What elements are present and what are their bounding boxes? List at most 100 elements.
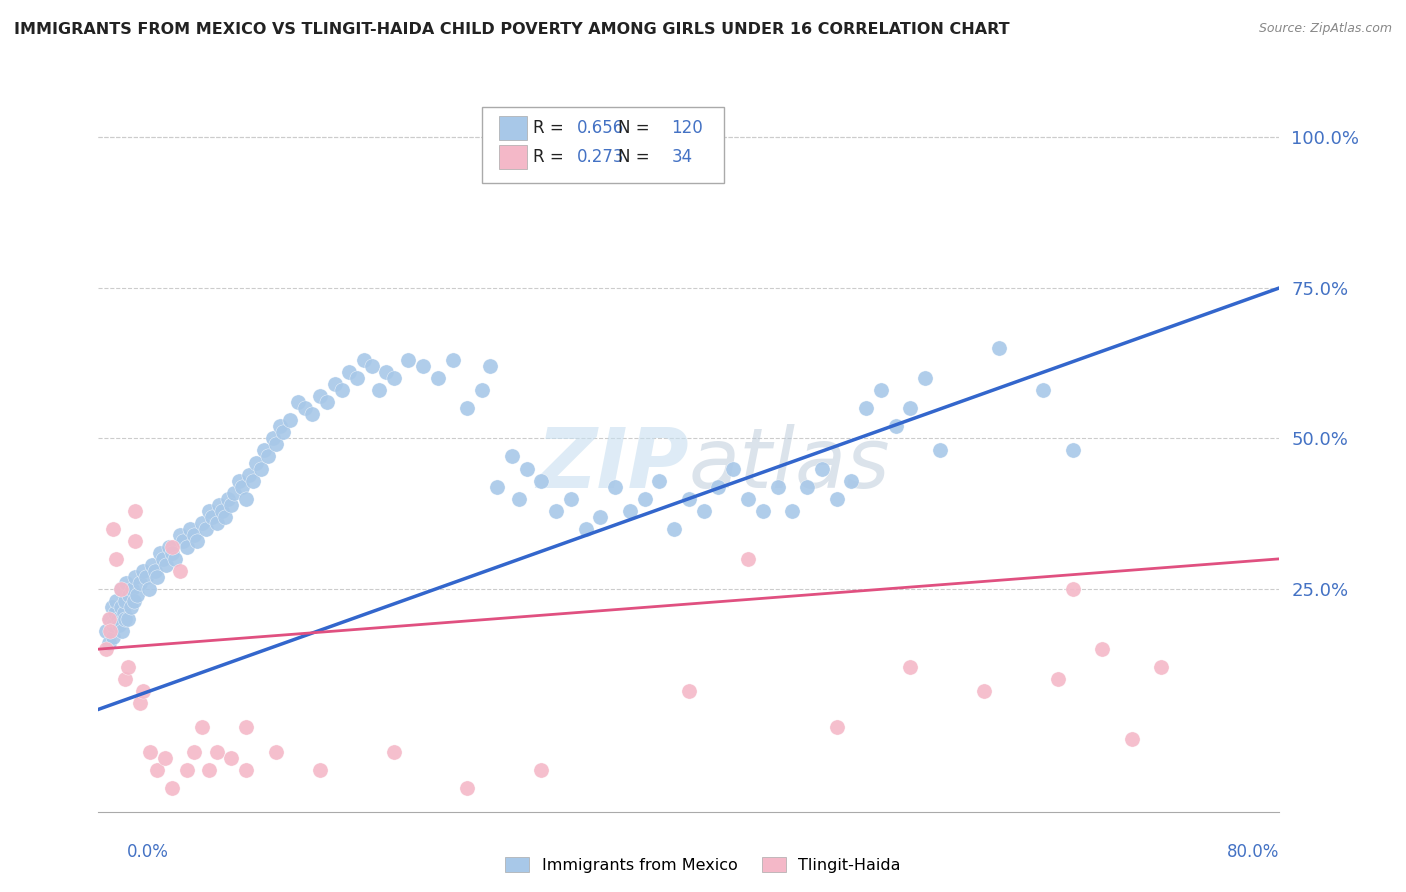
- Point: [309, 763, 332, 777]
- Point: [368, 384, 391, 398]
- Point: [97, 612, 120, 626]
- Point: [214, 509, 236, 524]
- Point: [183, 744, 205, 758]
- Point: [153, 750, 176, 764]
- Point: [231, 480, 253, 494]
- Point: [693, 503, 716, 517]
- Text: 34: 34: [671, 148, 692, 166]
- Point: [94, 642, 117, 657]
- Point: [111, 624, 134, 639]
- Point: [264, 744, 287, 758]
- Point: [132, 684, 155, 698]
- Point: [135, 570, 157, 584]
- Point: [796, 480, 818, 494]
- Point: [339, 365, 361, 379]
- Point: [900, 401, 922, 416]
- Point: [165, 551, 187, 566]
- Point: [825, 491, 848, 506]
- Point: [162, 780, 183, 795]
- Text: IMMIGRANTS FROM MEXICO VS TLINGIT-HAIDA CHILD POVERTY AMONG GIRLS UNDER 16 CORRE: IMMIGRANTS FROM MEXICO VS TLINGIT-HAIDA …: [14, 22, 1010, 37]
- Point: [98, 624, 121, 639]
- Point: [516, 461, 538, 475]
- Point: [114, 594, 136, 608]
- Point: [124, 533, 146, 548]
- Point: [139, 744, 162, 758]
- Point: [228, 474, 250, 488]
- FancyBboxPatch shape: [499, 145, 527, 169]
- Point: [1062, 582, 1084, 596]
- Text: atlas: atlas: [689, 425, 890, 506]
- Point: [900, 660, 922, 674]
- Point: [398, 353, 420, 368]
- Point: [115, 576, 138, 591]
- Text: ZIP: ZIP: [536, 425, 689, 506]
- Point: [766, 480, 789, 494]
- Point: [186, 533, 208, 548]
- Point: [486, 480, 509, 494]
- Point: [235, 763, 257, 777]
- Point: [605, 480, 627, 494]
- Point: [988, 341, 1011, 355]
- Point: [138, 582, 160, 596]
- Point: [205, 744, 228, 758]
- Point: [172, 533, 194, 548]
- Point: [195, 522, 218, 536]
- Point: [146, 570, 169, 584]
- Text: 0.656: 0.656: [576, 120, 624, 137]
- Point: [294, 401, 316, 416]
- Point: [1032, 384, 1054, 398]
- Point: [508, 491, 530, 506]
- Point: [105, 594, 128, 608]
- Point: [309, 389, 332, 403]
- Point: [1150, 660, 1173, 674]
- Point: [269, 419, 291, 434]
- Point: [262, 432, 284, 446]
- Point: [128, 696, 150, 710]
- Point: [648, 474, 671, 488]
- Point: [870, 384, 893, 398]
- Text: R =: R =: [533, 120, 564, 137]
- Point: [752, 503, 775, 517]
- Point: [221, 498, 243, 512]
- Point: [1046, 673, 1070, 687]
- Point: [546, 503, 568, 517]
- Point: [110, 599, 132, 614]
- Point: [530, 763, 553, 777]
- Point: [589, 509, 612, 524]
- Point: [825, 721, 848, 735]
- FancyBboxPatch shape: [499, 116, 527, 141]
- Point: [664, 522, 686, 536]
- Point: [619, 503, 641, 517]
- Point: [155, 558, 177, 572]
- Point: [112, 606, 135, 620]
- Point: [471, 384, 494, 398]
- Point: [143, 564, 166, 578]
- Point: [169, 564, 191, 578]
- Point: [360, 359, 382, 373]
- Text: R =: R =: [533, 148, 564, 166]
- Point: [146, 763, 169, 777]
- Point: [457, 401, 479, 416]
- Point: [929, 443, 952, 458]
- Point: [301, 407, 323, 422]
- Point: [530, 474, 553, 488]
- Point: [280, 413, 302, 427]
- Text: N =: N =: [619, 120, 650, 137]
- Point: [97, 636, 120, 650]
- Point: [575, 522, 598, 536]
- Point: [179, 522, 201, 536]
- Point: [201, 509, 224, 524]
- Point: [810, 461, 832, 475]
- Point: [103, 618, 125, 632]
- Point: [169, 528, 191, 542]
- Point: [634, 491, 657, 506]
- Point: [271, 425, 294, 440]
- Point: [198, 763, 221, 777]
- Point: [560, 491, 582, 506]
- Point: [121, 582, 143, 596]
- Point: [149, 546, 172, 560]
- Point: [114, 673, 136, 687]
- Point: [217, 491, 239, 506]
- Point: [152, 551, 174, 566]
- Point: [242, 474, 264, 488]
